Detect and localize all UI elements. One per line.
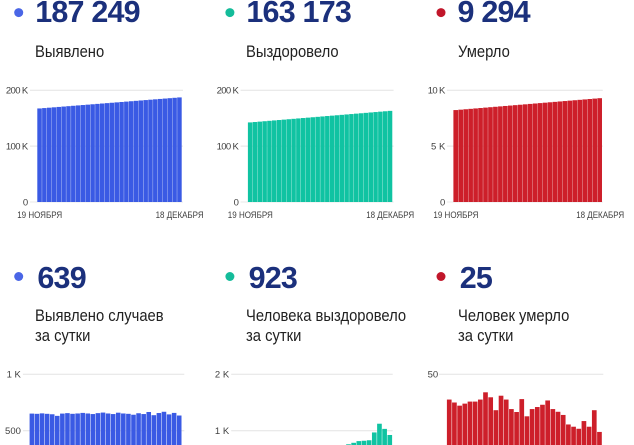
svg-text:19 НОЯБРЯ: 19 НОЯБРЯ [228,210,273,221]
svg-text:200 K: 200 K [6,86,29,97]
svg-text:1 K: 1 K [215,426,230,437]
svg-text:0: 0 [440,197,445,208]
svg-text:100 K: 100 K [217,141,240,152]
svg-text:0: 0 [23,197,28,208]
svg-text:0: 0 [234,197,239,208]
svg-text:100 K: 100 K [6,141,29,152]
svg-text:18 ДЕКАБРЯ: 18 ДЕКАБРЯ [576,210,624,221]
svg-text:200 K: 200 K [217,86,240,97]
svg-text:2 K: 2 K [215,370,230,381]
svg-text:5 K: 5 K [431,141,446,152]
svg-text:10 K: 10 K [428,86,446,97]
svg-text:500: 500 [5,426,21,437]
svg-text:50: 50 [428,370,439,381]
svg-text:19 НОЯБРЯ: 19 НОЯБРЯ [17,210,62,221]
svg-text:19 НОЯБРЯ: 19 НОЯБРЯ [433,210,478,221]
svg-text:18 ДЕКАБРЯ: 18 ДЕКАБРЯ [366,210,414,221]
svg-text:18 ДЕКАБРЯ: 18 ДЕКАБРЯ [156,210,204,221]
svg-text:1 K: 1 K [7,370,22,381]
